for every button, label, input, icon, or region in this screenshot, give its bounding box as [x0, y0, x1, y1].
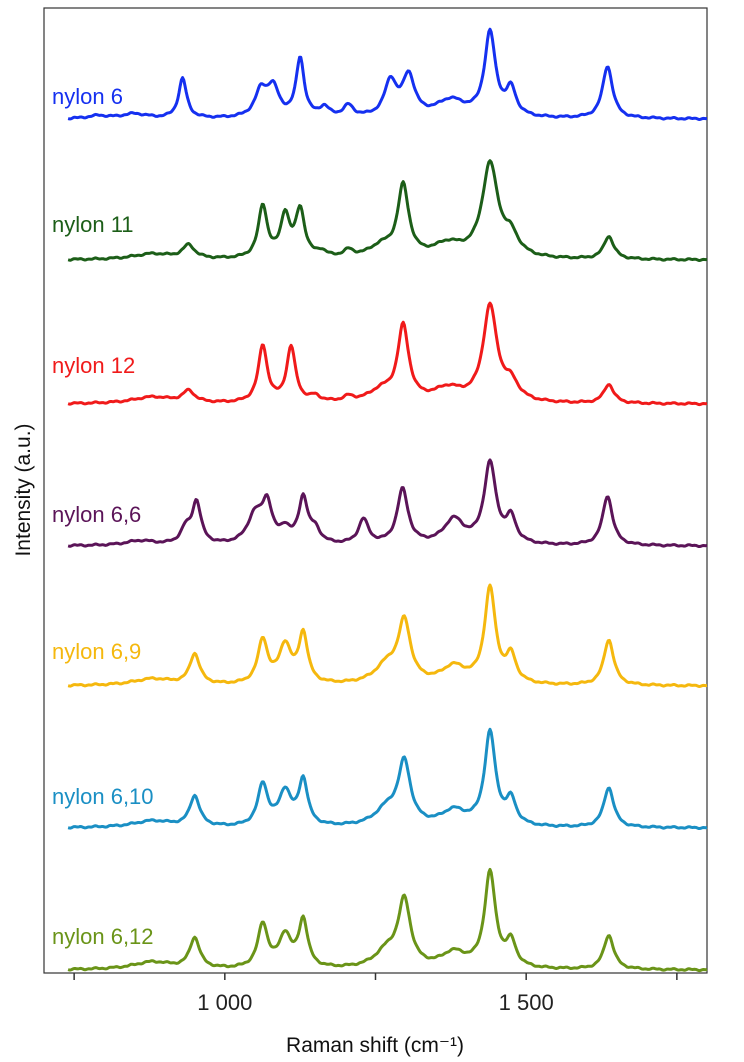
- y-axis-label: Intensity (a.u.): [12, 423, 35, 556]
- x-axis-label: Raman shift (cm⁻¹): [286, 1034, 464, 1057]
- series-label: nylon 6: [52, 84, 123, 109]
- series-line-nylon-12: [67, 301, 708, 407]
- series-line-nylon-6-6: [67, 458, 708, 548]
- x-tick-label: 1 500: [499, 990, 554, 1015]
- x-ticks: 1 000 1 500: [73, 973, 678, 1015]
- series-line-nylon-6-9: [67, 583, 708, 688]
- series-line-nylon-6-10: [67, 727, 708, 830]
- series-line-nylon-6: [67, 27, 708, 121]
- plot-frame: [43, 7, 708, 974]
- series-layer: nylon 6 nylon 11 nylon 12 nylon 6,6 nylon 6,…: [52, 27, 708, 973]
- series-label: nylon 12: [52, 353, 135, 378]
- series-label: nylon 6,9: [52, 639, 141, 664]
- series-label: nylon 11: [52, 212, 134, 237]
- x-tick-label: 1 000: [197, 990, 252, 1015]
- series-label: nylon 6,6: [52, 502, 141, 527]
- series-label: nylon 6,12: [52, 924, 154, 949]
- series-line-nylon-6-12: [67, 867, 708, 973]
- series-label: nylon 6,10: [52, 784, 154, 809]
- series-line-nylon-11: [67, 159, 708, 262]
